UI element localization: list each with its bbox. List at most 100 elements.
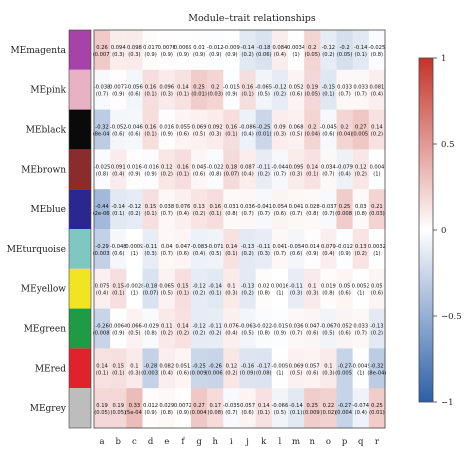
heatmap-cell [368, 388, 386, 429]
cell-value-label: -0.18 [144, 284, 157, 290]
cell-pvalue-label: (1) [276, 370, 283, 376]
heatmap-cell [255, 69, 273, 110]
heatmap-cell [271, 229, 289, 270]
heatmap-cell [126, 69, 143, 110]
cell-value-label: -0.0049 [351, 363, 371, 369]
cell-pvalue-label: (0.3) [290, 291, 302, 297]
heatmap-cell [320, 149, 337, 190]
heatmap-cell [207, 149, 224, 190]
heatmap-cell [126, 229, 143, 270]
cell-value-label: 0.12 [226, 363, 238, 369]
heatmap-cell [304, 308, 321, 349]
heatmap-cell [255, 189, 273, 230]
cell-pvalue-label: (0.05) [94, 410, 110, 416]
cell-pvalue-label: (0.4) [193, 251, 205, 257]
cell-value-label: 0.33 [129, 403, 141, 409]
cell-pvalue-label: (0.5) [161, 291, 173, 297]
cell-pvalue-label: (0.6) [128, 132, 140, 138]
cell-value-label: 0.0032 [368, 244, 386, 250]
cell-value-label: 0.16 [145, 85, 157, 91]
heatmap-cell [368, 30, 386, 71]
cell-pvalue-label: (0.06) [256, 52, 272, 58]
heatmap-cell [352, 308, 370, 349]
cell-pvalue-label: (0.1) [225, 251, 237, 257]
heatmap-cell [304, 189, 321, 230]
cell-value-label: 0.14 [177, 324, 189, 330]
cell-pvalue-label: (0.1) [306, 171, 318, 177]
heatmap-cell [304, 388, 321, 429]
cell-value-label: -0.29 [95, 244, 108, 250]
cell-pvalue-label: (0.3) [209, 132, 221, 138]
heatmap-cell [110, 189, 127, 230]
cell-pvalue-label: (1) [357, 291, 364, 297]
colorbar-scale [418, 57, 434, 403]
heatmap-cell [336, 268, 353, 309]
cell-value-label: -0.27 [338, 363, 351, 369]
cell-value-label: -0.13 [241, 284, 254, 290]
cell-value-label: 0.2 [308, 125, 316, 131]
cell-pvalue-label: (0.6) [193, 171, 205, 177]
heatmap-cell [288, 308, 305, 349]
cell-value-label: 0.045 [192, 164, 207, 170]
cell-value-label: 0.16 [242, 85, 254, 91]
cell-value-label: 0.038 [159, 204, 174, 210]
cell-value-label: -0.18 [257, 45, 270, 51]
heatmap-cell [191, 229, 208, 270]
column-label: i [230, 437, 233, 447]
cell-pvalue-label: (0.7) [322, 211, 334, 217]
cell-pvalue-label: (0.2) [371, 132, 383, 138]
cell-value-label: 0.0016 [271, 284, 289, 290]
cell-value-label: 0.21 [371, 204, 383, 210]
cell-value-label: 0.0009 [125, 244, 143, 250]
cell-value-label: -0.13 [241, 244, 254, 250]
cell-value-label: 0.051 [175, 363, 190, 369]
heatmap-cell [191, 268, 208, 309]
row-labels: MEmagenta MEpink MEblack MEbrown MEblue MEtur… [7, 29, 92, 429]
column-label: c [132, 437, 137, 447]
cell-pvalue-label: (0.6) [177, 251, 189, 257]
cell-pvalue-label: (0.9) [144, 171, 156, 177]
colorbar-tick-label: 0.5 [441, 140, 455, 150]
heatmap-cell [304, 268, 321, 309]
heatmap-cell [94, 388, 111, 429]
heatmap-cell [158, 388, 176, 429]
cell-pvalue-label: (0.8) [258, 331, 270, 337]
cell-value-label: 0.17 [209, 403, 221, 409]
cell-pvalue-label: (0.003) [93, 251, 112, 257]
cell-pvalue-label: (0.4) [338, 171, 350, 177]
cell-value-label: 0.033 [353, 324, 368, 330]
heatmap-cell [207, 229, 224, 270]
heatmap-cell [191, 388, 208, 429]
cell-value-label: 0.016 [127, 164, 142, 170]
cell-value-label: -0.11 [289, 284, 302, 290]
cell-value-label: 0.095 [289, 164, 304, 170]
cell-pvalue-label: (0.7) [258, 211, 270, 217]
cell-value-label: -0.012 [336, 244, 353, 250]
heatmap-cell [191, 348, 208, 389]
heatmap-cell [207, 268, 224, 309]
cell-pvalue-label: (0.4) [371, 92, 383, 98]
cell-value-label: 0.079 [321, 244, 336, 250]
cell-value-label: -0.14 [209, 284, 223, 290]
cell-pvalue-label: (8e-04) [367, 370, 386, 376]
cell-pvalue-label: (0.6) [241, 410, 253, 416]
cell-value-label: -0.045 [320, 125, 337, 131]
heatmap-cell [288, 348, 305, 389]
heatmap-cell [110, 69, 127, 110]
cell-pvalue-label: (0.4) [241, 171, 253, 177]
cell-pvalue-label: (0.6) [274, 211, 286, 217]
cell-value-label: 0.09 [274, 125, 286, 131]
cell-pvalue-label: (0.9) [112, 92, 124, 98]
heatmap-cell [174, 189, 192, 230]
cell-value-label: 0.15 [177, 284, 189, 290]
heatmap-cell [255, 388, 273, 429]
heatmap-cell [255, 268, 273, 309]
column-label: l [279, 437, 282, 447]
cell-value-label: 0.18 [226, 164, 238, 170]
heatmap-cell [336, 69, 353, 110]
cell-value-label: -0.044 [272, 164, 289, 170]
cell-pvalue-label: (0.1) [144, 92, 156, 98]
cell-value-label: -0.005 [272, 363, 289, 369]
row-label: MEbrown [21, 165, 66, 175]
cell-value-label: -0.025 [94, 164, 111, 170]
